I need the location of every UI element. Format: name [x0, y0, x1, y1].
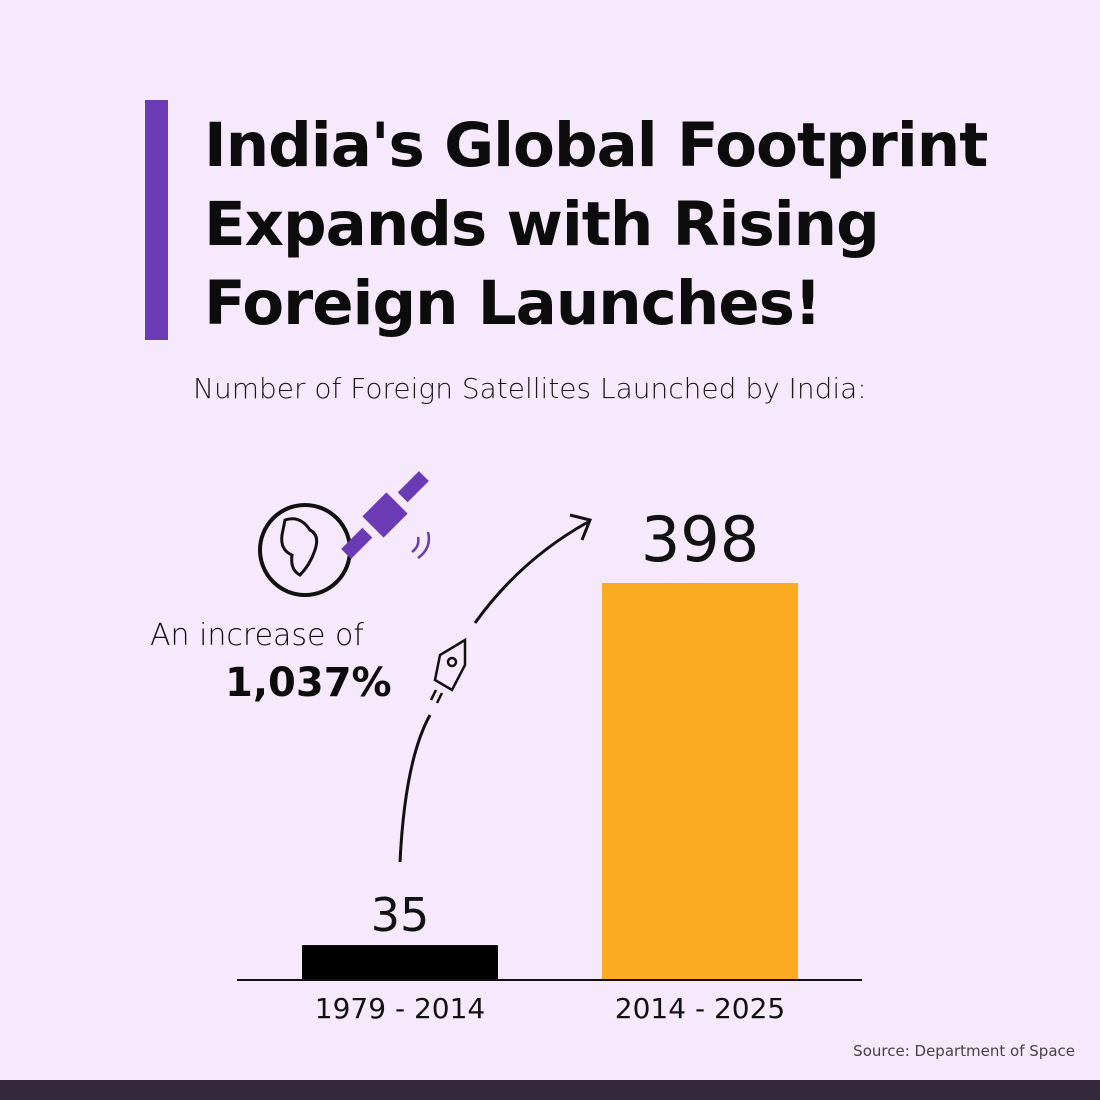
- arrow-head: [569, 513, 593, 541]
- globe-satellite-icon: [258, 471, 431, 597]
- title-accent-bar: [145, 100, 168, 340]
- x-tick-label: 2014 - 2025: [615, 992, 785, 1025]
- x-tick-label: 1979 - 2014: [315, 992, 485, 1025]
- bar-1: [302, 945, 498, 980]
- data-label: 35: [371, 888, 430, 942]
- increase-label: An increase of: [150, 618, 364, 653]
- source-note: Source: Department of Space: [853, 1042, 1075, 1060]
- curved-arrow-icon: [398, 520, 589, 863]
- bar-2: [602, 583, 798, 980]
- chart-subtitle: Number of Foreign Satellites Launched by…: [193, 372, 867, 405]
- increase-value: 1,037%: [225, 660, 392, 706]
- data-label: 398: [641, 503, 759, 576]
- rocket-icon: [429, 637, 467, 704]
- footer-bar: [0, 1080, 1100, 1100]
- page-title: India's Global Footprint Expands with Ri…: [204, 110, 988, 339]
